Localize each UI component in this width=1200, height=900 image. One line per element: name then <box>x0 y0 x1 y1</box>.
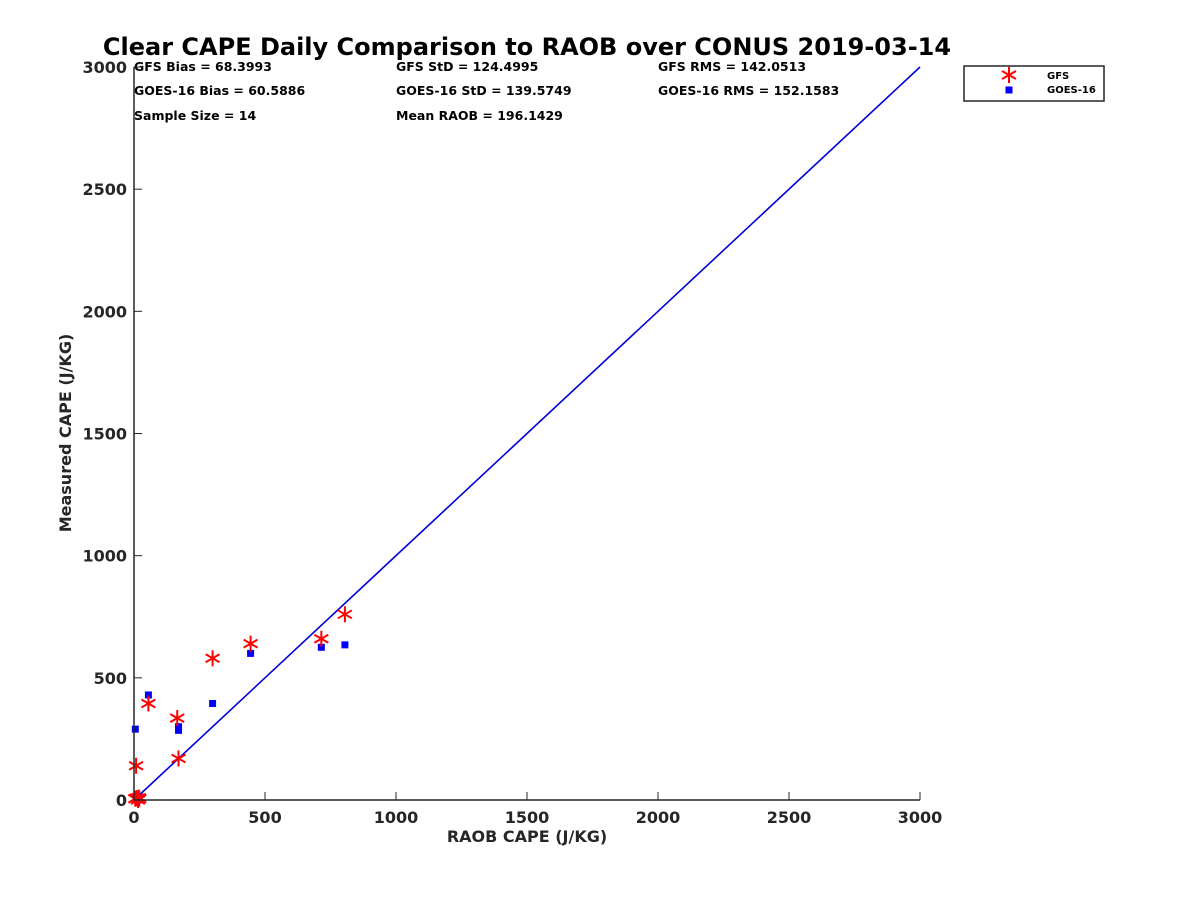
goes16-point <box>247 649 255 657</box>
x-tick-label: 1500 <box>505 808 550 827</box>
gfs-point <box>205 650 221 667</box>
asterisk-stroke <box>1001 70 1017 80</box>
x-tick-label: 0 <box>128 808 139 827</box>
gfs-point <box>313 630 329 647</box>
goes16-point <box>144 691 152 699</box>
y-tick-label: 0 <box>116 791 127 810</box>
x-tick-label: 2000 <box>636 808 681 827</box>
x-tick-label: 500 <box>248 808 281 827</box>
stat-text: GOES-16 Bias = 60.5886 <box>134 83 305 98</box>
gfs-point <box>171 750 186 767</box>
asterisk-stroke <box>171 753 186 764</box>
y-tick-label: 1500 <box>82 425 127 444</box>
goes16-point <box>209 699 217 707</box>
reference-line <box>133 66 921 801</box>
asterisk-stroke <box>169 713 185 724</box>
chart-title: Clear CAPE Daily Comparison to RAOB over… <box>103 33 951 61</box>
gfs-point <box>243 635 259 652</box>
stat-text: GOES-16 StD = 139.5749 <box>396 83 572 98</box>
asterisk-stroke <box>337 609 353 620</box>
stat-text: GFS StD = 124.4995 <box>396 59 538 74</box>
reference-line-layer <box>133 66 921 801</box>
y-axis-label: Measured CAPE (J/KG) <box>56 334 75 533</box>
stat-text: GFS RMS = 142.0513 <box>658 59 806 74</box>
asterisk-stroke <box>313 633 329 644</box>
asterisk-stroke <box>131 793 147 804</box>
gfs-point <box>337 606 353 623</box>
goes16-point <box>175 723 183 731</box>
asterisk-stroke <box>205 653 221 664</box>
axes-layer: 0 500 1000 1500 2000 2500 3000 0 500 1000 1500 2000… <box>82 58 942 827</box>
stat-text: GOES-16 RMS = 152.1583 <box>658 83 839 98</box>
y-tick-label: 2000 <box>82 302 127 321</box>
points-layer <box>127 606 353 808</box>
stat-text: Mean RAOB = 196.1429 <box>396 108 563 123</box>
legend-gfs-marker <box>1001 67 1017 83</box>
legend-goes16-marker <box>1005 86 1013 94</box>
asterisk-stroke <box>140 698 156 709</box>
asterisk-stroke <box>243 638 259 649</box>
y-tick-label: 1000 <box>82 547 127 566</box>
y-tick-label: 2500 <box>82 180 127 199</box>
x-tick-label: 2500 <box>767 808 812 827</box>
goes16-point <box>131 725 139 733</box>
goes16-point <box>175 726 183 734</box>
gfs-point <box>128 757 144 774</box>
stats-block: GFS Bias = 68.3993 GFS StD = 124.4995 GFS … <box>134 59 839 123</box>
legend: GFS GOES-16 <box>963 65 1105 102</box>
goes16-point <box>341 641 349 649</box>
y-tick-label: 3000 <box>82 58 127 77</box>
y-tick-label: 500 <box>94 669 127 688</box>
legend-gfs-label: GFS <box>1047 71 1069 82</box>
stat-text: GFS Bias = 68.3993 <box>134 59 272 74</box>
gfs-point <box>169 710 185 727</box>
x-tick-label: 3000 <box>898 808 943 827</box>
stat-text: Sample Size = 14 <box>134 108 256 123</box>
x-tick-label: 1000 <box>374 808 419 827</box>
goes16-point <box>317 643 325 651</box>
legend-box <box>963 65 1105 102</box>
legend-goes16-label: GOES-16 <box>1047 85 1096 96</box>
asterisk-stroke <box>128 760 144 771</box>
x-axis-label: RAOB CAPE (J/KG) <box>447 827 607 846</box>
gfs-point <box>140 695 156 712</box>
